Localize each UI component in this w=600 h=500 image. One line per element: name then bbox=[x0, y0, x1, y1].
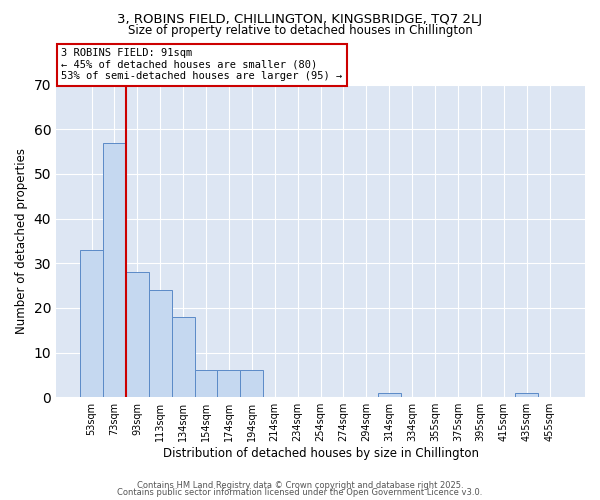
Y-axis label: Number of detached properties: Number of detached properties bbox=[15, 148, 28, 334]
Bar bbox=[217, 370, 241, 397]
Bar bbox=[172, 317, 194, 397]
Text: Contains public sector information licensed under the Open Government Licence v3: Contains public sector information licen… bbox=[118, 488, 482, 497]
Bar bbox=[378, 392, 401, 397]
Text: Contains HM Land Registry data © Crown copyright and database right 2025.: Contains HM Land Registry data © Crown c… bbox=[137, 480, 463, 490]
Bar bbox=[126, 272, 149, 397]
Text: 3, ROBINS FIELD, CHILLINGTON, KINGSBRIDGE, TQ7 2LJ: 3, ROBINS FIELD, CHILLINGTON, KINGSBRIDG… bbox=[118, 12, 482, 26]
X-axis label: Distribution of detached houses by size in Chillington: Distribution of detached houses by size … bbox=[163, 447, 479, 460]
Bar bbox=[194, 370, 217, 397]
Text: 3 ROBINS FIELD: 91sqm
← 45% of detached houses are smaller (80)
53% of semi-deta: 3 ROBINS FIELD: 91sqm ← 45% of detached … bbox=[61, 48, 343, 82]
Bar bbox=[80, 250, 103, 397]
Bar bbox=[103, 142, 126, 397]
Bar bbox=[515, 392, 538, 397]
Text: Size of property relative to detached houses in Chillington: Size of property relative to detached ho… bbox=[128, 24, 472, 37]
Bar bbox=[241, 370, 263, 397]
Bar bbox=[149, 290, 172, 397]
